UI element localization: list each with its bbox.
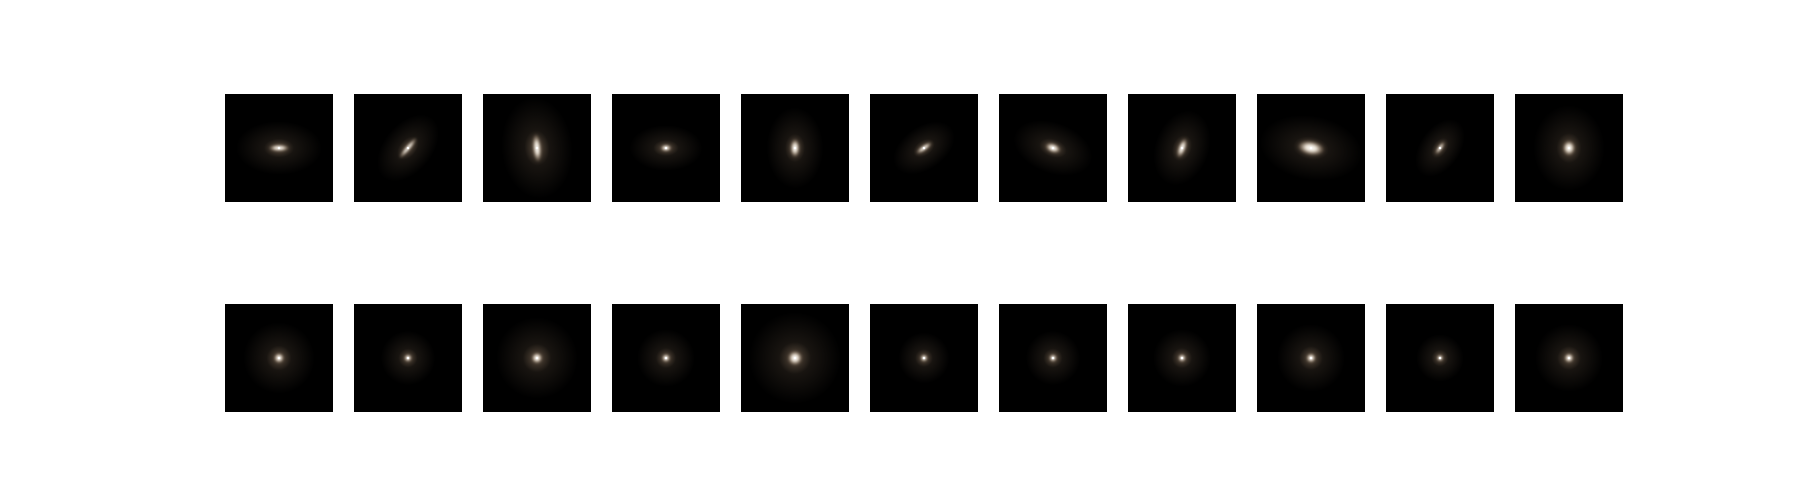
galaxy-image xyxy=(1128,94,1236,202)
galaxy-image xyxy=(1386,94,1494,202)
galaxy-thumbnail xyxy=(999,94,1107,202)
galaxy-nucleus xyxy=(1180,146,1184,150)
galaxy-image xyxy=(870,94,978,202)
galaxy-nucleus xyxy=(664,146,668,150)
galaxy-thumbnail xyxy=(1515,304,1623,412)
galaxy-image xyxy=(1515,94,1623,202)
galaxy-image xyxy=(1257,304,1365,412)
galaxy-nucleus xyxy=(277,356,281,360)
galaxy-nucleus xyxy=(1309,356,1313,360)
galaxy-thumbnail xyxy=(612,94,720,202)
galaxy-nucleus xyxy=(406,146,410,150)
galaxy-thumbnail xyxy=(1257,304,1365,412)
galaxy-image xyxy=(1257,94,1365,202)
galaxy-nucleus xyxy=(535,356,539,360)
galaxy-image xyxy=(483,304,591,412)
galaxy-image xyxy=(354,94,462,202)
galaxy-image xyxy=(741,304,849,412)
galaxy-thumbnail xyxy=(999,304,1107,412)
galaxy-image xyxy=(741,94,849,202)
galaxy-thumbnail xyxy=(870,304,978,412)
galaxy-image xyxy=(999,304,1107,412)
galaxy-image xyxy=(870,304,978,412)
bottom-row xyxy=(225,304,1623,412)
galaxy-nucleus xyxy=(793,356,797,360)
galaxy-nucleus xyxy=(793,146,797,150)
galaxy-image xyxy=(1128,304,1236,412)
galaxy-nucleus xyxy=(664,356,668,360)
galaxy-image xyxy=(999,94,1107,202)
galaxy-image xyxy=(1515,304,1623,412)
galaxy-thumbnail xyxy=(1386,304,1494,412)
galaxy-thumbnail xyxy=(483,94,591,202)
galaxy-image xyxy=(354,304,462,412)
galaxy-thumbnail xyxy=(612,304,720,412)
top-row xyxy=(225,94,1623,202)
galaxy-thumbnail xyxy=(483,304,591,412)
galaxy-image xyxy=(483,94,591,202)
galaxy-image xyxy=(225,304,333,412)
galaxy-thumbnail xyxy=(1128,304,1236,412)
galaxy-nucleus xyxy=(1567,356,1571,360)
galaxy-nucleus xyxy=(535,146,539,150)
galaxy-thumbnail xyxy=(741,94,849,202)
galaxy-image xyxy=(225,94,333,202)
galaxy-nucleus xyxy=(1567,146,1571,150)
galaxy-image xyxy=(1386,304,1494,412)
galaxy-thumbnail xyxy=(225,94,333,202)
galaxy-nucleus xyxy=(1309,146,1313,150)
galaxy-nucleus xyxy=(922,356,926,360)
galaxy-thumbnail xyxy=(1128,94,1236,202)
galaxy-image xyxy=(612,94,720,202)
galaxy-nucleus xyxy=(1051,356,1055,360)
galaxy-thumbnail xyxy=(225,304,333,412)
galaxy-nucleus xyxy=(1438,356,1442,360)
galaxy-nucleus xyxy=(277,146,281,150)
galaxy-image xyxy=(612,304,720,412)
galaxy-thumbnail xyxy=(1257,94,1365,202)
galaxy-nucleus xyxy=(922,146,926,150)
galaxy-nucleus xyxy=(1180,356,1184,360)
galaxy-thumbnail xyxy=(354,94,462,202)
galaxy-nucleus xyxy=(1438,146,1442,150)
galaxy-nucleus xyxy=(406,356,410,360)
galaxy-thumbnail xyxy=(870,94,978,202)
galaxy-thumbnail xyxy=(1386,94,1494,202)
galaxy-thumbnail xyxy=(354,304,462,412)
galaxy-thumbnail xyxy=(741,304,849,412)
galaxy-nucleus xyxy=(1051,146,1055,150)
galaxy-thumbnail xyxy=(1515,94,1623,202)
